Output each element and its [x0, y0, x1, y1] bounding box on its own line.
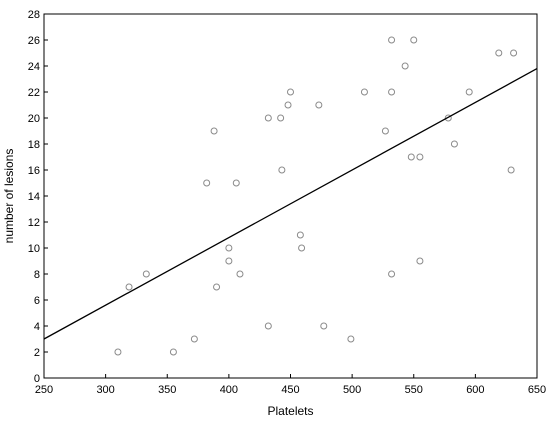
- data-point: [213, 283, 221, 291]
- data-point: [360, 88, 368, 96]
- y-tick-label: 4: [34, 321, 40, 333]
- y-tick-label: 22: [28, 87, 40, 99]
- data-point: [507, 166, 515, 174]
- data-point: [347, 335, 355, 343]
- data-point: [203, 179, 211, 187]
- data-points: [114, 36, 518, 356]
- data-point: [444, 114, 452, 122]
- data-point: [416, 153, 424, 161]
- data-point: [284, 101, 292, 109]
- data-point: [287, 88, 294, 96]
- data-point: [401, 62, 409, 70]
- y-tick-label: 6: [34, 295, 40, 307]
- data-point: [495, 49, 503, 57]
- data-point: [278, 166, 286, 174]
- data-point: [296, 231, 304, 239]
- data-point: [232, 179, 240, 187]
- y-tick-label: 18: [28, 139, 40, 151]
- trend-line: [43, 68, 538, 340]
- data-point: [236, 270, 244, 278]
- data-point: [277, 114, 285, 122]
- y-tick-label: 16: [28, 165, 40, 177]
- data-point: [169, 348, 177, 356]
- x-tick-label: 650: [528, 384, 546, 396]
- data-point: [410, 36, 418, 44]
- data-point: [465, 88, 473, 96]
- data-point: [388, 270, 396, 278]
- y-tick-label: 8: [34, 269, 40, 281]
- y-tick-label: 28: [28, 9, 40, 21]
- y-tick-label: 2: [34, 347, 40, 359]
- data-point: [298, 244, 306, 252]
- x-tick-label: 400: [220, 384, 238, 396]
- y-tick-label: 24: [28, 61, 40, 73]
- y-tick-label: 12: [28, 217, 40, 229]
- data-point: [510, 49, 518, 57]
- data-point: [320, 322, 328, 330]
- x-tick-label: 450: [281, 384, 299, 396]
- plot-frame: [43, 13, 538, 379]
- trend-line-group: [43, 68, 538, 340]
- data-point: [416, 257, 424, 265]
- data-point: [315, 101, 323, 109]
- data-point: [407, 153, 415, 161]
- data-point: [264, 114, 272, 122]
- data-point: [388, 88, 396, 96]
- y-axis-label: number of lesions: [2, 149, 16, 244]
- data-point: [381, 127, 389, 135]
- data-point: [125, 283, 133, 291]
- data-point: [210, 127, 218, 135]
- x-tick-label: 600: [466, 384, 484, 396]
- y-tick-label: 10: [28, 243, 40, 255]
- data-point: [142, 270, 150, 278]
- x-axis-label: Platelets: [267, 404, 313, 418]
- y-tick-label: 14: [28, 191, 40, 203]
- x-tick-label: 250: [35, 384, 53, 396]
- y-tick-label: 26: [28, 35, 40, 47]
- data-point: [450, 140, 458, 148]
- y-tick-label: 0: [34, 373, 40, 385]
- data-point: [225, 244, 233, 252]
- y-tick-label: 20: [28, 113, 40, 125]
- data-point: [388, 36, 396, 44]
- data-point: [190, 335, 198, 343]
- x-tick-label: 300: [96, 384, 114, 396]
- data-point: [225, 257, 233, 265]
- data-point: [114, 348, 122, 356]
- x-tick-label: 500: [343, 384, 361, 396]
- data-point: [264, 322, 272, 330]
- x-tick-label: 550: [405, 384, 423, 396]
- x-tick-label: 350: [158, 384, 176, 396]
- x-axis-ticks: 250 300 350 400 450 500 550 600 650: [35, 374, 546, 396]
